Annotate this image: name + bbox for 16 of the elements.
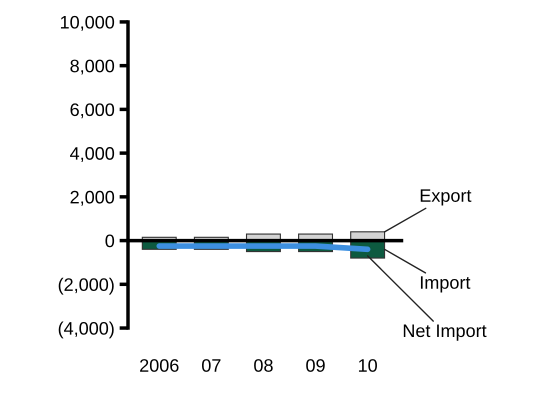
y-tick-label: 2,000 xyxy=(70,190,114,206)
y-tick-label: 8,000 xyxy=(70,60,114,75)
y-tick-label: (4,000) xyxy=(58,322,114,338)
x-tick-label: 07 xyxy=(202,359,220,372)
x-tick-label: 08 xyxy=(254,359,273,372)
y-tick-label: 0 xyxy=(105,234,114,248)
y-tick-label: 10,000 xyxy=(60,16,114,31)
text: Net Import xyxy=(404,324,487,341)
y-tick-label: 4,000 xyxy=(70,147,114,162)
y-tick-label: (2,000) xyxy=(58,278,114,295)
y-tick-label: 6,000 xyxy=(70,103,114,118)
x-tick-label: 10 xyxy=(358,359,377,372)
x-tick-label: 09 xyxy=(306,359,325,372)
text: Export xyxy=(420,189,472,206)
x-tick-label: 2006 xyxy=(140,359,179,372)
text: Import xyxy=(420,276,470,292)
